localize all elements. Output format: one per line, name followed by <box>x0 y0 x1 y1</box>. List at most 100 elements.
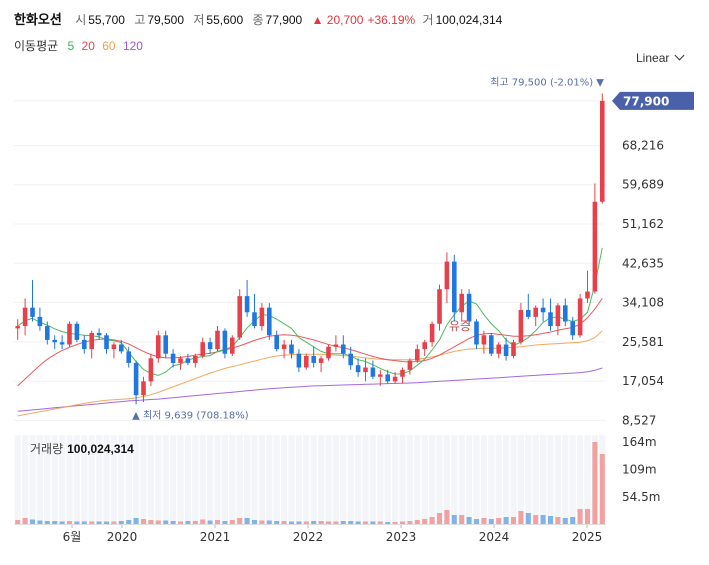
candle <box>363 358 368 382</box>
candle-body <box>237 296 242 338</box>
ma5-line <box>17 247 603 376</box>
x-tick-label: 2021 <box>200 530 231 544</box>
candle <box>104 332 109 354</box>
candle <box>333 335 339 352</box>
volume-bg-stripe <box>59 435 66 524</box>
candle-body <box>178 358 183 363</box>
candle-body <box>355 365 361 373</box>
volume-bar <box>570 517 576 524</box>
candle <box>341 335 346 359</box>
volume-bar <box>237 518 243 524</box>
candle <box>577 293 583 338</box>
last-price-tag: 77,900 <box>612 91 694 110</box>
ma-5: 5 <box>67 39 75 53</box>
candle <box>407 358 413 375</box>
volume-bar <box>348 521 354 524</box>
volume-bar <box>474 519 479 524</box>
candle <box>585 270 590 304</box>
moving-average-lines <box>17 247 603 417</box>
candle-body <box>259 307 265 327</box>
candle-body <box>392 376 398 382</box>
time-axis: 6월 2020 2021 2022 2023 2024 2025 <box>14 524 606 544</box>
volume-bar <box>400 521 405 524</box>
candle-body <box>348 353 353 366</box>
high-annotation: 최고 79,500 (-2.01%) ▼ <box>490 77 604 89</box>
candle <box>511 339 516 359</box>
volume-bg-stripe <box>110 435 117 524</box>
volume-bg-stripe <box>81 435 88 524</box>
candle-body <box>518 309 524 343</box>
candle <box>311 346 316 368</box>
scale-selector[interactable]: Linear <box>636 50 685 65</box>
volume-bar <box>562 518 568 524</box>
volume-bg-stripe <box>44 435 51 524</box>
price-axis: 8,527 17,054 25,581 34,108 42,635 51,162 59,68… <box>622 138 664 427</box>
ma-legend-label: 이동평균 <box>14 39 59 53</box>
candle <box>444 252 450 304</box>
volume-bg-stripe <box>488 435 495 524</box>
candle <box>518 303 524 345</box>
volume-bg-stripe <box>503 435 510 524</box>
volume-bar <box>488 519 494 524</box>
scale-selector-label: Linear <box>636 51 670 65</box>
candle-body <box>207 342 213 350</box>
volume-bg-stripe <box>229 435 236 524</box>
volume-bar <box>22 518 28 524</box>
x-tick-label: 6월 <box>63 530 82 544</box>
volume-bar <box>525 513 531 524</box>
volume-bg-stripe <box>273 435 280 524</box>
candle <box>385 369 390 384</box>
volume-bg-stripe <box>392 435 399 524</box>
candle <box>207 337 213 354</box>
moving-average-legend[interactable]: 이동평균 5 20 60 120 <box>14 37 147 54</box>
candle-body <box>59 342 65 345</box>
volume-tick-label: 54.5m <box>622 490 660 504</box>
volume-bg-stripe <box>473 435 480 524</box>
candle <box>274 330 279 352</box>
volume-bg-stripe <box>554 435 561 524</box>
candle-body <box>141 381 146 396</box>
volume-bar <box>266 520 272 524</box>
volume-bar <box>481 518 487 524</box>
volume-bar <box>15 520 21 524</box>
volume-bg-stripe <box>377 435 384 524</box>
candle-body <box>474 321 479 345</box>
candle-body <box>526 309 531 317</box>
volume-bg-stripe <box>36 435 43 524</box>
volume-bar <box>274 521 280 524</box>
candle-body <box>592 201 598 292</box>
candle-body <box>400 369 405 377</box>
candle <box>526 293 531 320</box>
candle <box>429 321 435 347</box>
candle <box>400 367 405 384</box>
volume-bar <box>148 520 154 524</box>
volume-bar <box>170 521 176 524</box>
volume-panel-title: 거래량 100,024,314 <box>30 440 134 457</box>
candle-body <box>311 356 316 363</box>
volume-bar <box>74 521 80 524</box>
x-tick-label: 2022 <box>293 530 324 544</box>
candle <box>378 369 383 386</box>
volume-bar <box>414 520 420 524</box>
volume-bg-stripe <box>207 435 214 524</box>
volume-bg-stripe <box>96 435 103 524</box>
candle <box>466 289 472 327</box>
candle <box>193 353 198 368</box>
volume-bar <box>496 518 502 524</box>
candle <box>533 305 538 327</box>
volume-bg-stripe <box>421 435 428 524</box>
volume-bar <box>392 522 398 524</box>
candle-body <box>267 307 272 336</box>
candle-body <box>252 312 257 327</box>
rights-offering-note: 유증 <box>449 319 471 333</box>
candle-body <box>466 293 472 322</box>
volume-bar <box>303 521 309 524</box>
candle <box>600 93 605 204</box>
ma120-line <box>17 367 603 412</box>
volume-bg-stripe <box>577 435 584 524</box>
volume-bg-stripe <box>399 435 406 524</box>
close-label: 종 <box>252 13 264 27</box>
volume-bar <box>363 521 368 524</box>
volume-bar <box>289 521 294 524</box>
